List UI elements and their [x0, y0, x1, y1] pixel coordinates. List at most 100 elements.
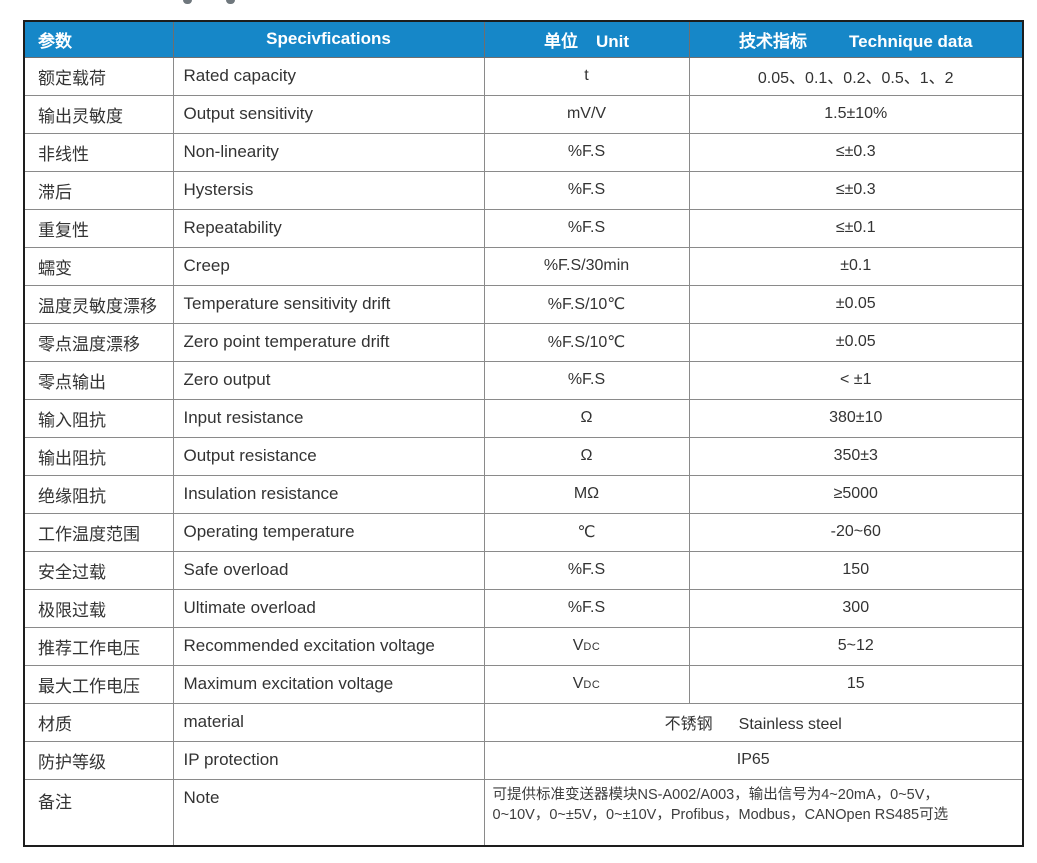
- spec-cell: material: [172, 702, 485, 742]
- table-row-repeatability: 重复性 Repeatability %F.S ≤±0.1: [23, 208, 1024, 248]
- unit-cell: MΩ: [483, 474, 690, 514]
- unit-cell: %F.S: [483, 360, 690, 400]
- value-cell: 15: [688, 664, 1024, 704]
- table-row-safe-overload: 安全过载 Safe overload %F.S 150: [23, 550, 1024, 590]
- spec-cell: Insulation resistance: [172, 474, 485, 514]
- spec-cell: Repeatability: [172, 208, 485, 248]
- unit-cell: Ω: [483, 436, 690, 476]
- cropped-text-artifact: [183, 0, 192, 4]
- param-cell: 绝缘阻抗: [23, 474, 174, 514]
- value-cell: ≤±0.3: [688, 132, 1024, 172]
- table-row-output-sensitivity: 输出灵敏度 Output sensitivity mV/V 1.5±10%: [23, 94, 1024, 134]
- value-cell: 5~12: [688, 626, 1024, 666]
- unit-cell: %F.S: [483, 132, 690, 172]
- spec-cell: Temperature sensitivity drift: [172, 284, 485, 324]
- spec-cell: Input resistance: [172, 398, 485, 438]
- param-cell: 输出灵敏度: [23, 94, 174, 134]
- note-line-2: 0~10V，0~±5V，0~±10V，Profibus，Modbus，CANOp…: [492, 806, 949, 823]
- table-header: 参数 Specivfications 单位 Unit 技术指标 Technique …: [23, 20, 1024, 58]
- param-cell: 备注: [23, 778, 174, 847]
- param-cell: 极限过载: [23, 588, 174, 628]
- note-line-1: 可提供标准变送器模块NS-A002/A003，输出信号为4~20mA，0~5V，: [492, 786, 939, 803]
- table-row-ultimate-overload: 极限过载 Ultimate overload %F.S 300: [23, 588, 1024, 628]
- spec-cell: Maximum excitation voltage: [172, 664, 485, 704]
- unit-cell: %F.S: [483, 550, 690, 590]
- unit-subscript: DC: [583, 641, 601, 653]
- table-row-output-resistance: 输出阻抗 Output resistance Ω 350±3: [23, 436, 1024, 476]
- table-row-zero-temp-drift: 零点温度漂移 Zero point temperature drift %F.S…: [23, 322, 1024, 362]
- param-cell: 工作温度范围: [23, 512, 174, 552]
- header-row: 参数 Specivfications 单位 Unit 技术指标 Technique …: [23, 20, 1024, 58]
- param-cell: 额定载荷: [23, 56, 174, 96]
- value-cell: 0.05、0.1、0.2、0.5、1、2: [688, 56, 1024, 96]
- param-cell: 温度灵敏度漂移: [23, 284, 174, 324]
- param-cell: 零点输出: [23, 360, 174, 400]
- unit-cell: %F.S/30min: [483, 246, 690, 286]
- value-cell: -20~60: [688, 512, 1024, 552]
- note-cell: 可提供标准变送器模块NS-A002/A003，输出信号为4~20mA，0~5V，…: [483, 778, 1024, 847]
- spec-cell: Safe overload: [172, 550, 485, 590]
- value-cell: ±0.05: [688, 322, 1024, 362]
- table-row-creep: 蠕变 Creep %F.S/30min ±0.1: [23, 246, 1024, 286]
- specifications-table: 参数 Specivfications 单位 Unit 技术指标 Technique …: [23, 20, 1024, 847]
- unit-cell: %F.S: [483, 588, 690, 628]
- unit-cell: mV/V: [483, 94, 690, 134]
- spec-cell: Recommended excitation voltage: [172, 626, 485, 666]
- unit-cell: %F.S/10℃: [483, 322, 690, 362]
- value-cell-merged: 不锈钢 Stainless steel: [483, 702, 1024, 742]
- spec-cell: Operating temperature: [172, 512, 485, 552]
- param-cell: 重复性: [23, 208, 174, 248]
- unit-subscript: DC: [583, 679, 601, 691]
- unit-cell: %F.S: [483, 208, 690, 248]
- param-cell: 滞后: [23, 170, 174, 210]
- param-cell: 防护等级: [23, 740, 174, 780]
- value-cell: 150: [688, 550, 1024, 590]
- unit-cell: VDC: [483, 626, 690, 666]
- spec-cell: Output resistance: [172, 436, 485, 476]
- value-cell: < ±1: [688, 360, 1024, 400]
- value-cell: 300: [688, 588, 1024, 628]
- param-cell: 输入阻抗: [23, 398, 174, 438]
- param-cell: 推荐工作电压: [23, 626, 174, 666]
- header-technique-data: 技术指标 Technique data: [688, 20, 1024, 58]
- spec-cell: Zero output: [172, 360, 485, 400]
- table-row-input-resistance: 输入阻抗 Input resistance Ω 380±10: [23, 398, 1024, 438]
- table-row-temp-sensitivity-drift: 温度灵敏度漂移 Temperature sensitivity drift %F…: [23, 284, 1024, 324]
- spec-cell: Hystersis: [172, 170, 485, 210]
- unit-cell: Ω: [483, 398, 690, 438]
- spec-cell: Non-linearity: [172, 132, 485, 172]
- value-cell: ≤±0.1: [688, 208, 1024, 248]
- table-row-zero-output: 零点输出 Zero output %F.S < ±1: [23, 360, 1024, 400]
- table-row-note: 备注 Note 可提供标准变送器模块NS-A002/A003，输出信号为4~20…: [23, 778, 1024, 847]
- spec-cell: Note: [172, 778, 485, 847]
- param-cell: 零点温度漂移: [23, 322, 174, 362]
- table-row-non-linearity: 非线性 Non-linearity %F.S ≤±0.3: [23, 132, 1024, 172]
- table-row-hysteresis: 滞后 Hystersis %F.S ≤±0.3: [23, 170, 1024, 210]
- value-cell-merged: IP65: [483, 740, 1024, 780]
- value-cell: ≤±0.3: [688, 170, 1024, 210]
- value-cell: ±0.05: [688, 284, 1024, 324]
- table-row-material: 材质 material 不锈钢 Stainless steel: [23, 702, 1024, 742]
- param-cell: 非线性: [23, 132, 174, 172]
- spec-cell: Output sensitivity: [172, 94, 485, 134]
- param-cell: 输出阻抗: [23, 436, 174, 476]
- table-row-maximum-voltage: 最大工作电压 Maximum excitation voltage VDC 15: [23, 664, 1024, 704]
- value-cell: 1.5±10%: [688, 94, 1024, 134]
- spec-cell: Ultimate overload: [172, 588, 485, 628]
- param-cell: 安全过载: [23, 550, 174, 590]
- table-body: 额定载荷 Rated capacity t 0.05、0.1、0.2、0.5、1…: [23, 56, 1024, 847]
- header-param: 参数: [23, 20, 174, 58]
- unit-cell: ℃: [483, 512, 690, 552]
- value-cell: ±0.1: [688, 246, 1024, 286]
- param-cell: 最大工作电压: [23, 664, 174, 704]
- table-row-rated-capacity: 额定载荷 Rated capacity t 0.05、0.1、0.2、0.5、1…: [23, 56, 1024, 96]
- spec-cell: Zero point temperature drift: [172, 322, 485, 362]
- spec-cell: Creep: [172, 246, 485, 286]
- unit-cell: t: [483, 56, 690, 96]
- value-cell: 350±3: [688, 436, 1024, 476]
- value-cell: 380±10: [688, 398, 1024, 438]
- spec-cell: IP protection: [172, 740, 485, 780]
- header-unit: 单位 Unit: [483, 20, 690, 58]
- table-row-operating-temperature: 工作温度范围 Operating temperature ℃ -20~60: [23, 512, 1024, 552]
